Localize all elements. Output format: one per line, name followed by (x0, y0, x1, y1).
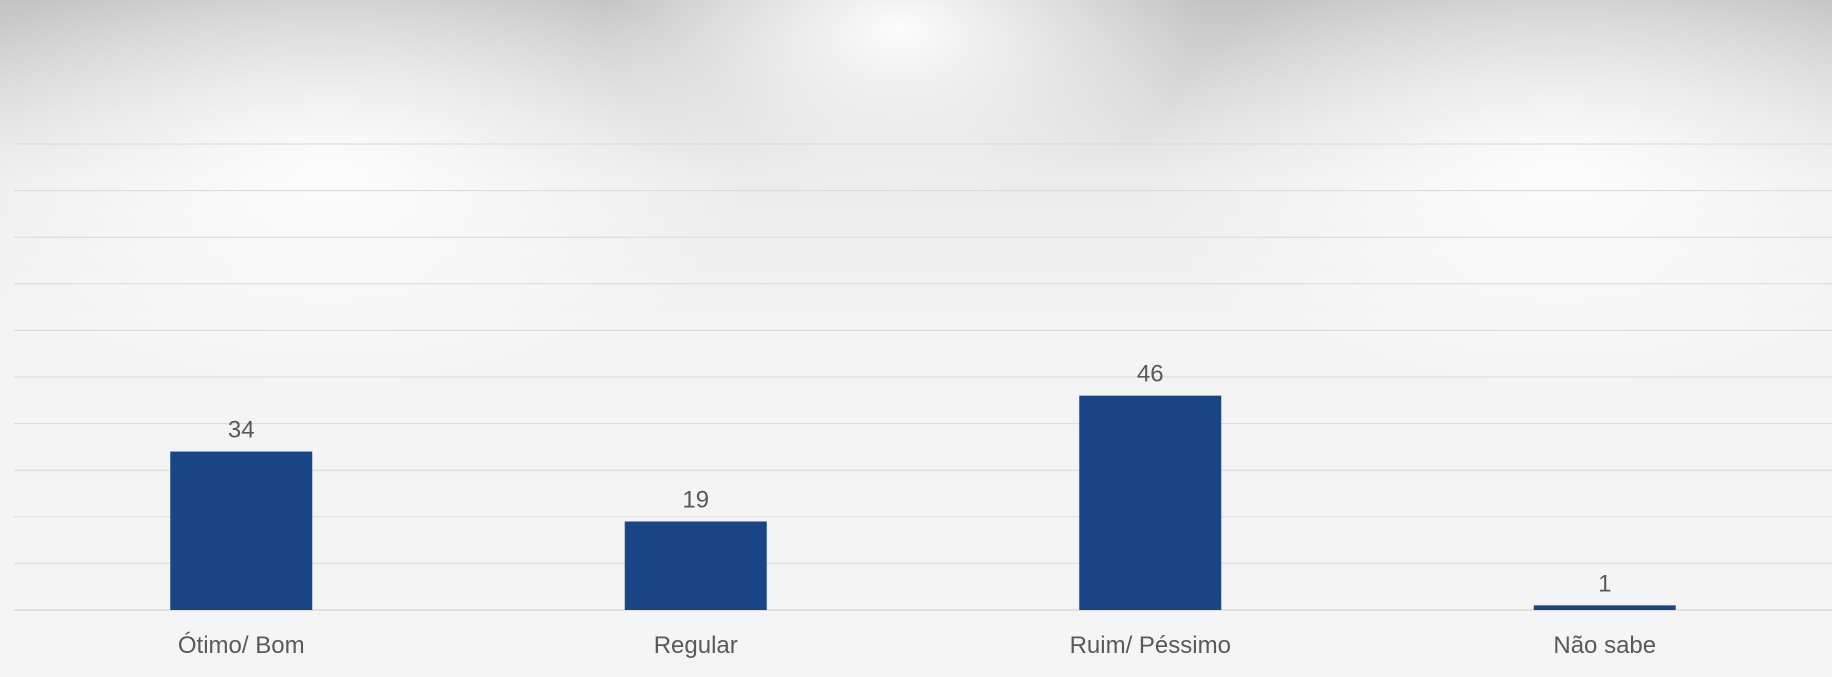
bar (1533, 605, 1676, 610)
gridlines (14, 143, 1832, 611)
data-label: 19 (682, 486, 709, 513)
bar (170, 451, 313, 610)
category-label: Ruim/ Péssimo (1070, 632, 1231, 659)
category-labels: Ótimo/ Bom Regular Ruim/ Péssimo Não sabe (178, 632, 1656, 659)
bars (170, 395, 1676, 610)
bar (624, 521, 767, 610)
data-label: 34 (228, 417, 255, 444)
data-labels: 34 19 46 1 (228, 361, 1612, 598)
data-label: 46 (1137, 361, 1164, 388)
category-label: Ótimo/ Bom (178, 632, 305, 659)
category-label: Regular (654, 632, 738, 659)
category-label: Não sabe (1553, 632, 1656, 659)
bar (1079, 395, 1222, 610)
data-label: 1 (1598, 570, 1611, 597)
